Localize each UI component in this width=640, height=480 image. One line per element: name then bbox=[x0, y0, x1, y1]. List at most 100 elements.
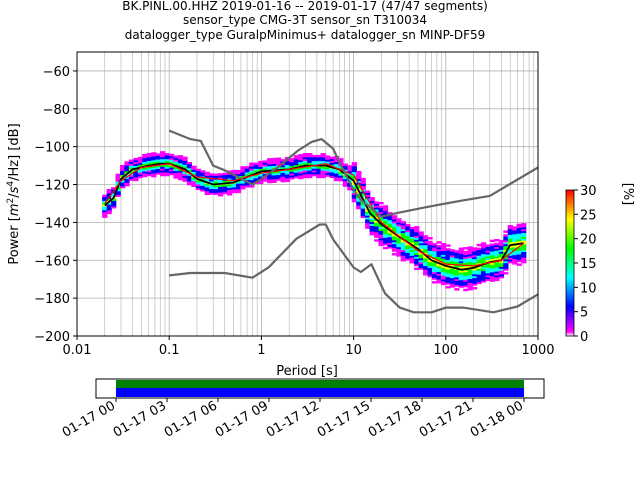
density-cell bbox=[155, 159, 161, 162]
density-cell bbox=[333, 159, 340, 163]
density-cell bbox=[414, 244, 420, 248]
density-cell bbox=[378, 219, 384, 222]
density-cell bbox=[481, 259, 487, 262]
density-cell bbox=[311, 156, 317, 160]
density-cell bbox=[298, 155, 304, 159]
density-cell bbox=[436, 246, 442, 250]
density-cell bbox=[106, 190, 112, 194]
density-cell bbox=[512, 226, 518, 229]
density-cell bbox=[418, 248, 424, 251]
density-cell bbox=[467, 274, 473, 278]
density-cell bbox=[316, 158, 322, 162]
density-cell bbox=[311, 158, 317, 162]
density-cell bbox=[325, 155, 331, 158]
density-cell bbox=[494, 248, 500, 251]
density-cell bbox=[454, 276, 460, 280]
density-cell bbox=[213, 175, 219, 178]
density-cell bbox=[476, 257, 482, 260]
density-cell bbox=[374, 214, 380, 218]
density-cell bbox=[458, 264, 464, 267]
density-cell bbox=[476, 249, 482, 252]
density-cell bbox=[356, 180, 362, 183]
density-cell bbox=[485, 269, 491, 272]
density-cell bbox=[445, 270, 451, 274]
density-cell bbox=[213, 173, 219, 176]
density-cell bbox=[191, 173, 197, 176]
density-cell bbox=[427, 248, 433, 251]
density-cell bbox=[476, 274, 482, 277]
density-cell bbox=[391, 228, 398, 231]
density-cell bbox=[378, 237, 384, 241]
density-cell bbox=[436, 248, 442, 252]
density-cell bbox=[244, 171, 250, 175]
density-cell bbox=[498, 251, 505, 254]
density-cell bbox=[521, 232, 527, 235]
density-cell bbox=[182, 156, 188, 160]
density-cell bbox=[521, 230, 527, 234]
density-cell bbox=[494, 267, 500, 270]
title-line-3: datalogger_type GuralpMinimus+ datalogge… bbox=[125, 28, 486, 42]
density-cell bbox=[521, 228, 527, 232]
density-cell bbox=[427, 267, 433, 270]
density-cell bbox=[481, 255, 487, 258]
density-cell bbox=[226, 178, 233, 181]
density-cell bbox=[405, 246, 411, 250]
density-cell bbox=[182, 171, 188, 175]
density-cell bbox=[423, 257, 429, 261]
density-cell bbox=[423, 267, 429, 270]
density-cell bbox=[182, 177, 188, 180]
density-cell bbox=[307, 171, 313, 175]
density-cell bbox=[146, 162, 152, 165]
density-cell bbox=[213, 186, 219, 190]
density-cell bbox=[423, 263, 429, 266]
density-cell bbox=[298, 157, 304, 161]
density-cell bbox=[418, 254, 424, 257]
density-cell bbox=[503, 262, 509, 266]
time-tick-label: 01-17 00 bbox=[60, 398, 118, 440]
density-cell bbox=[374, 222, 380, 225]
density-cell bbox=[387, 234, 393, 238]
density-cell bbox=[440, 248, 447, 252]
density-cell bbox=[338, 160, 344, 163]
density-cell bbox=[146, 152, 152, 156]
density-cell bbox=[431, 250, 438, 254]
density-cell bbox=[454, 250, 460, 253]
density-cell bbox=[414, 233, 420, 237]
density-cell bbox=[111, 202, 117, 205]
density-cell bbox=[503, 266, 509, 269]
density-cell bbox=[369, 221, 375, 225]
density-cell bbox=[436, 252, 442, 255]
density-cell bbox=[498, 239, 505, 243]
density-cell bbox=[467, 288, 473, 291]
density-cell bbox=[494, 242, 500, 246]
density-cell bbox=[302, 168, 308, 171]
density-cell bbox=[209, 190, 215, 193]
density-cell bbox=[489, 245, 496, 248]
density-cell bbox=[391, 247, 398, 250]
density-cell bbox=[200, 185, 206, 188]
density-cell bbox=[200, 170, 206, 173]
density-cell bbox=[271, 172, 277, 176]
density-cell bbox=[503, 256, 509, 260]
density-cell bbox=[142, 155, 148, 159]
density-cell bbox=[258, 162, 264, 166]
density-cell bbox=[472, 277, 478, 281]
density-cell bbox=[298, 174, 304, 178]
density-cell bbox=[400, 228, 406, 232]
density-cell bbox=[387, 236, 393, 240]
density-cell bbox=[391, 230, 398, 233]
density-cell bbox=[307, 153, 313, 156]
density-cell bbox=[347, 184, 353, 187]
density-cell bbox=[431, 265, 438, 269]
density-cell bbox=[307, 162, 313, 165]
density-cell bbox=[307, 175, 313, 179]
density-cell bbox=[445, 269, 451, 272]
density-cell bbox=[449, 260, 456, 264]
density-cell bbox=[271, 167, 277, 170]
density-cell bbox=[244, 169, 250, 173]
y-axis-label: Power [m2/s4/Hz] [dB] bbox=[6, 123, 22, 264]
density-cell bbox=[405, 225, 411, 229]
density-cell bbox=[378, 213, 384, 216]
density-cell bbox=[512, 231, 518, 235]
density-cell bbox=[182, 175, 188, 179]
